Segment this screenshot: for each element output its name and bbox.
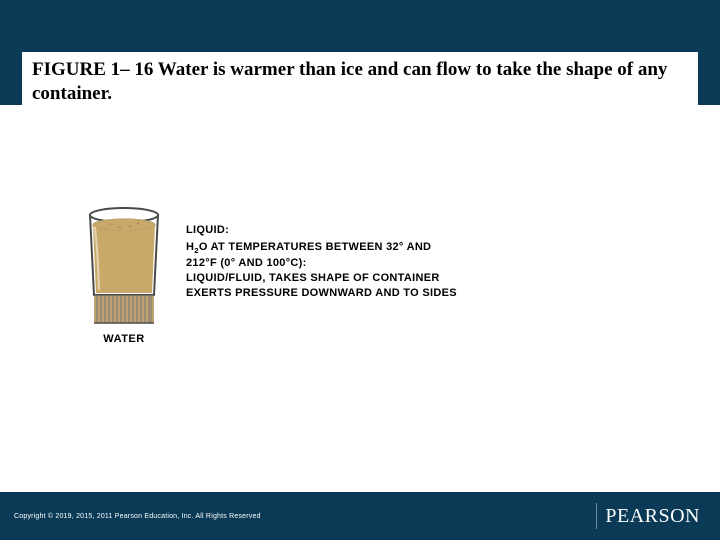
info-line-4: EXERTS PRESSURE DOWNWARD AND TO SIDES <box>186 286 457 301</box>
logo-divider <box>596 503 597 529</box>
info-line-1: H2O AT TEMPERATURES BETWEEN 32° AND <box>186 240 457 257</box>
info-text-block: LIQUID: H2O AT TEMPERATURES BETWEEN 32° … <box>186 223 457 301</box>
glass-illustration-wrap: WATER <box>80 205 168 345</box>
pearson-logo: PEARSON <box>596 503 700 529</box>
water-glass-icon <box>80 205 168 327</box>
header-band: FIGURE 1– 16 Water is warmer than ice an… <box>0 0 720 105</box>
figure-title: FIGURE 1– 16 Water is warmer than ice an… <box>32 58 688 106</box>
logo-text: PEARSON <box>605 505 700 528</box>
info-line-2: 212°F (0° AND 100°C): <box>186 256 457 271</box>
info-heading: LIQUID: <box>186 223 457 238</box>
glass-label: WATER <box>103 333 144 345</box>
info-line-3: LIQUID/FLUID, TAKES SHAPE OF CONTAINER <box>186 271 457 286</box>
copyright-text: Copyright © 2019, 2015, 2011 Pearson Edu… <box>14 513 261 520</box>
content-area: WATER LIQUID: H2O AT TEMPERATURES BETWEE… <box>0 105 720 475</box>
figure-area: WATER LIQUID: H2O AT TEMPERATURES BETWEE… <box>80 205 457 345</box>
footer-band: Copyright © 2019, 2015, 2011 Pearson Edu… <box>0 492 720 540</box>
